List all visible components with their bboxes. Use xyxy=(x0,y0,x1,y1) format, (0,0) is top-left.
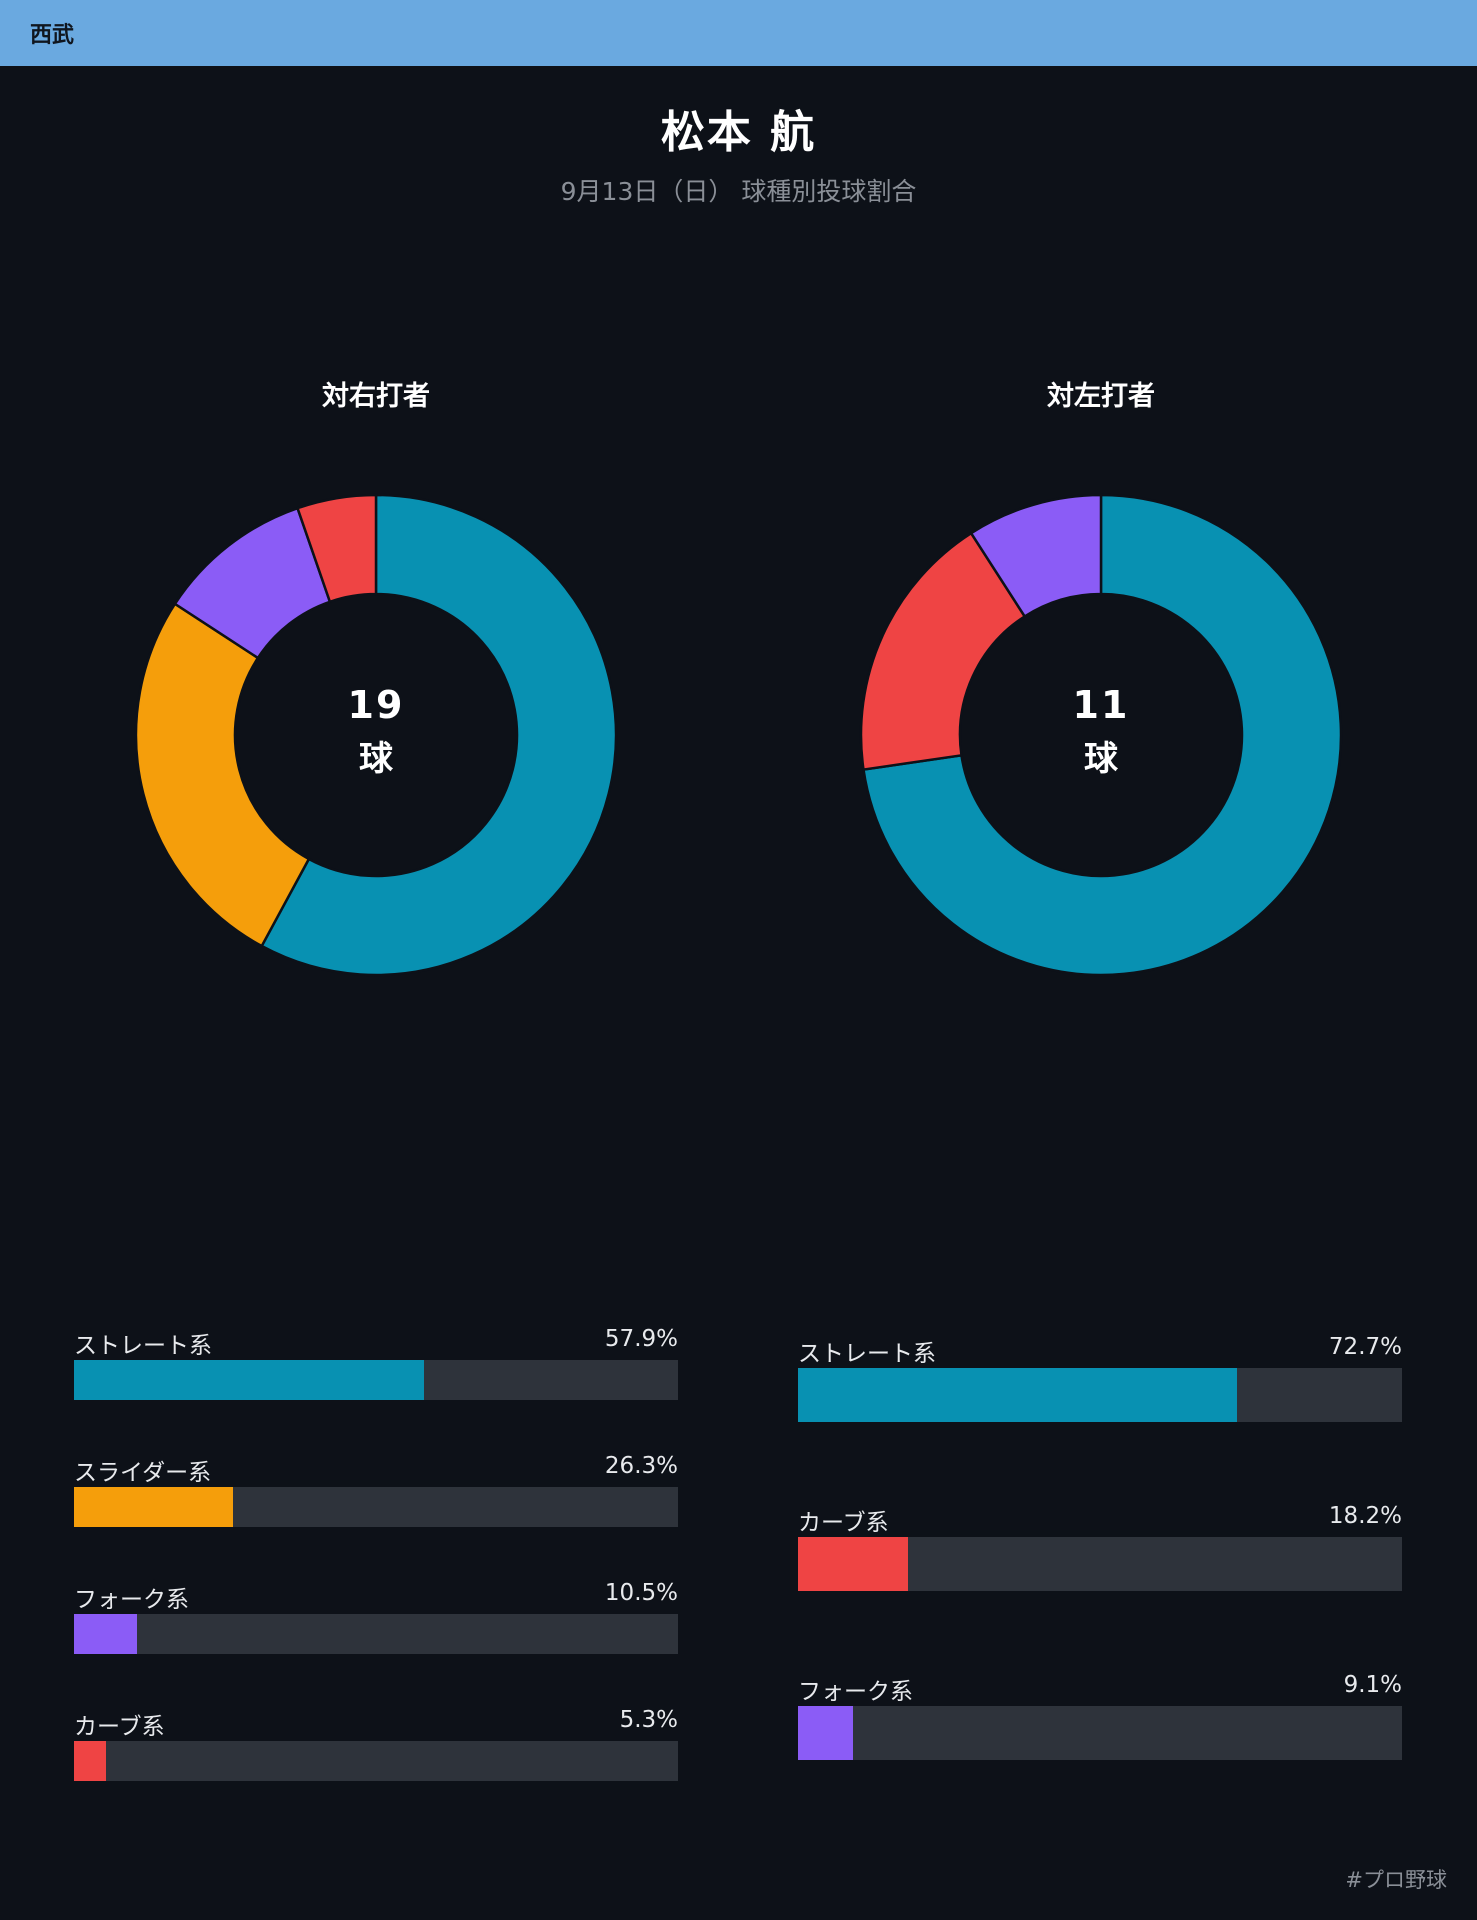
donut-chart-vs-right xyxy=(134,493,618,977)
player-name: 松本 航 xyxy=(660,107,817,158)
pitch-type-label: スライダー系 xyxy=(74,1460,212,1486)
pitch-type-label: フォーク系 xyxy=(74,1587,189,1613)
bar-item: フォーク系 9.1% xyxy=(798,1672,1402,1760)
pitch-unit: 球 xyxy=(359,739,393,779)
bar-fill xyxy=(798,1706,853,1760)
bar-label-row: カーブ系 5.3% xyxy=(74,1707,678,1741)
bar-fill xyxy=(74,1741,106,1781)
pitch-percent-label: 57.9% xyxy=(604,1326,678,1352)
pitch-percent-label: 72.7% xyxy=(1328,1334,1402,1360)
pitch-type-label: ストレート系 xyxy=(798,1341,936,1367)
pitch-percent-label: 10.5% xyxy=(604,1580,678,1606)
pitch-percent-label: 5.3% xyxy=(619,1707,678,1733)
bar-fill xyxy=(74,1360,424,1400)
bar-label-row: スライダー系 26.3% xyxy=(74,1453,678,1487)
header: 松本 航 9月13日（日） 球種別投球割合 xyxy=(0,96,1477,208)
bar-fill xyxy=(74,1487,233,1527)
pitch-percent-label: 26.3% xyxy=(604,1453,678,1479)
bar-track xyxy=(74,1741,678,1781)
bar-fill xyxy=(798,1537,908,1591)
bar-item: ストレート系 57.9% xyxy=(74,1326,678,1400)
subtitle: 9月13日（日） 球種別投球割合 xyxy=(560,177,917,206)
bar-label-row: ストレート系 72.7% xyxy=(798,1334,1402,1368)
bar-track xyxy=(798,1537,1402,1591)
pitch-type-label: カーブ系 xyxy=(74,1714,165,1740)
pitch-count: 11 xyxy=(1072,683,1130,727)
pitch-type-label: フォーク系 xyxy=(798,1679,913,1705)
bar-item: カーブ系 18.2% xyxy=(798,1503,1402,1591)
bar-item: カーブ系 5.3% xyxy=(74,1707,678,1781)
pitch-percent-label: 9.1% xyxy=(1343,1672,1402,1698)
bar-fill xyxy=(74,1614,138,1654)
team-bar: 西武 xyxy=(0,0,1477,66)
pitch-count: 19 xyxy=(347,683,405,727)
donut-center-vs-left: 11 球 xyxy=(1001,680,1201,784)
bar-track xyxy=(798,1368,1402,1422)
bar-item: スライダー系 26.3% xyxy=(74,1453,678,1527)
bar-label-row: フォーク系 10.5% xyxy=(74,1580,678,1614)
pitch-type-label: ストレート系 xyxy=(74,1333,212,1359)
bar-label-row: ストレート系 57.9% xyxy=(74,1326,678,1360)
donut-chart-vs-left xyxy=(859,493,1343,977)
bar-track xyxy=(74,1614,678,1654)
bar-item: ストレート系 72.7% xyxy=(798,1334,1402,1422)
bar-label-row: フォーク系 9.1% xyxy=(798,1672,1402,1706)
bar-fill xyxy=(798,1368,1238,1422)
bar-label-row: カーブ系 18.2% xyxy=(798,1503,1402,1537)
chart-title-vs-left: 対左打者 xyxy=(1047,381,1155,412)
pitch-type-label: カーブ系 xyxy=(798,1510,889,1536)
chart-title-vs-right: 対右打者 xyxy=(322,381,430,412)
hashtag: #プロ野球 xyxy=(1345,1868,1447,1892)
donut-slice-0 xyxy=(862,493,1343,977)
donut-slice-1 xyxy=(859,531,1027,771)
donut-slice-0 xyxy=(260,493,618,977)
donut-center-vs-right: 19 球 xyxy=(276,680,476,784)
donut-slice-3 xyxy=(295,493,378,604)
bar-track xyxy=(74,1487,678,1527)
team-name: 西武 xyxy=(30,23,75,48)
pitch-unit: 球 xyxy=(1084,739,1118,779)
bar-track xyxy=(74,1360,678,1400)
bar-track xyxy=(798,1706,1402,1760)
donut-slice-1 xyxy=(134,602,311,948)
pitch-percent-label: 18.2% xyxy=(1328,1503,1402,1529)
bar-item: フォーク系 10.5% xyxy=(74,1580,678,1654)
donut-slice-2 xyxy=(969,493,1103,619)
